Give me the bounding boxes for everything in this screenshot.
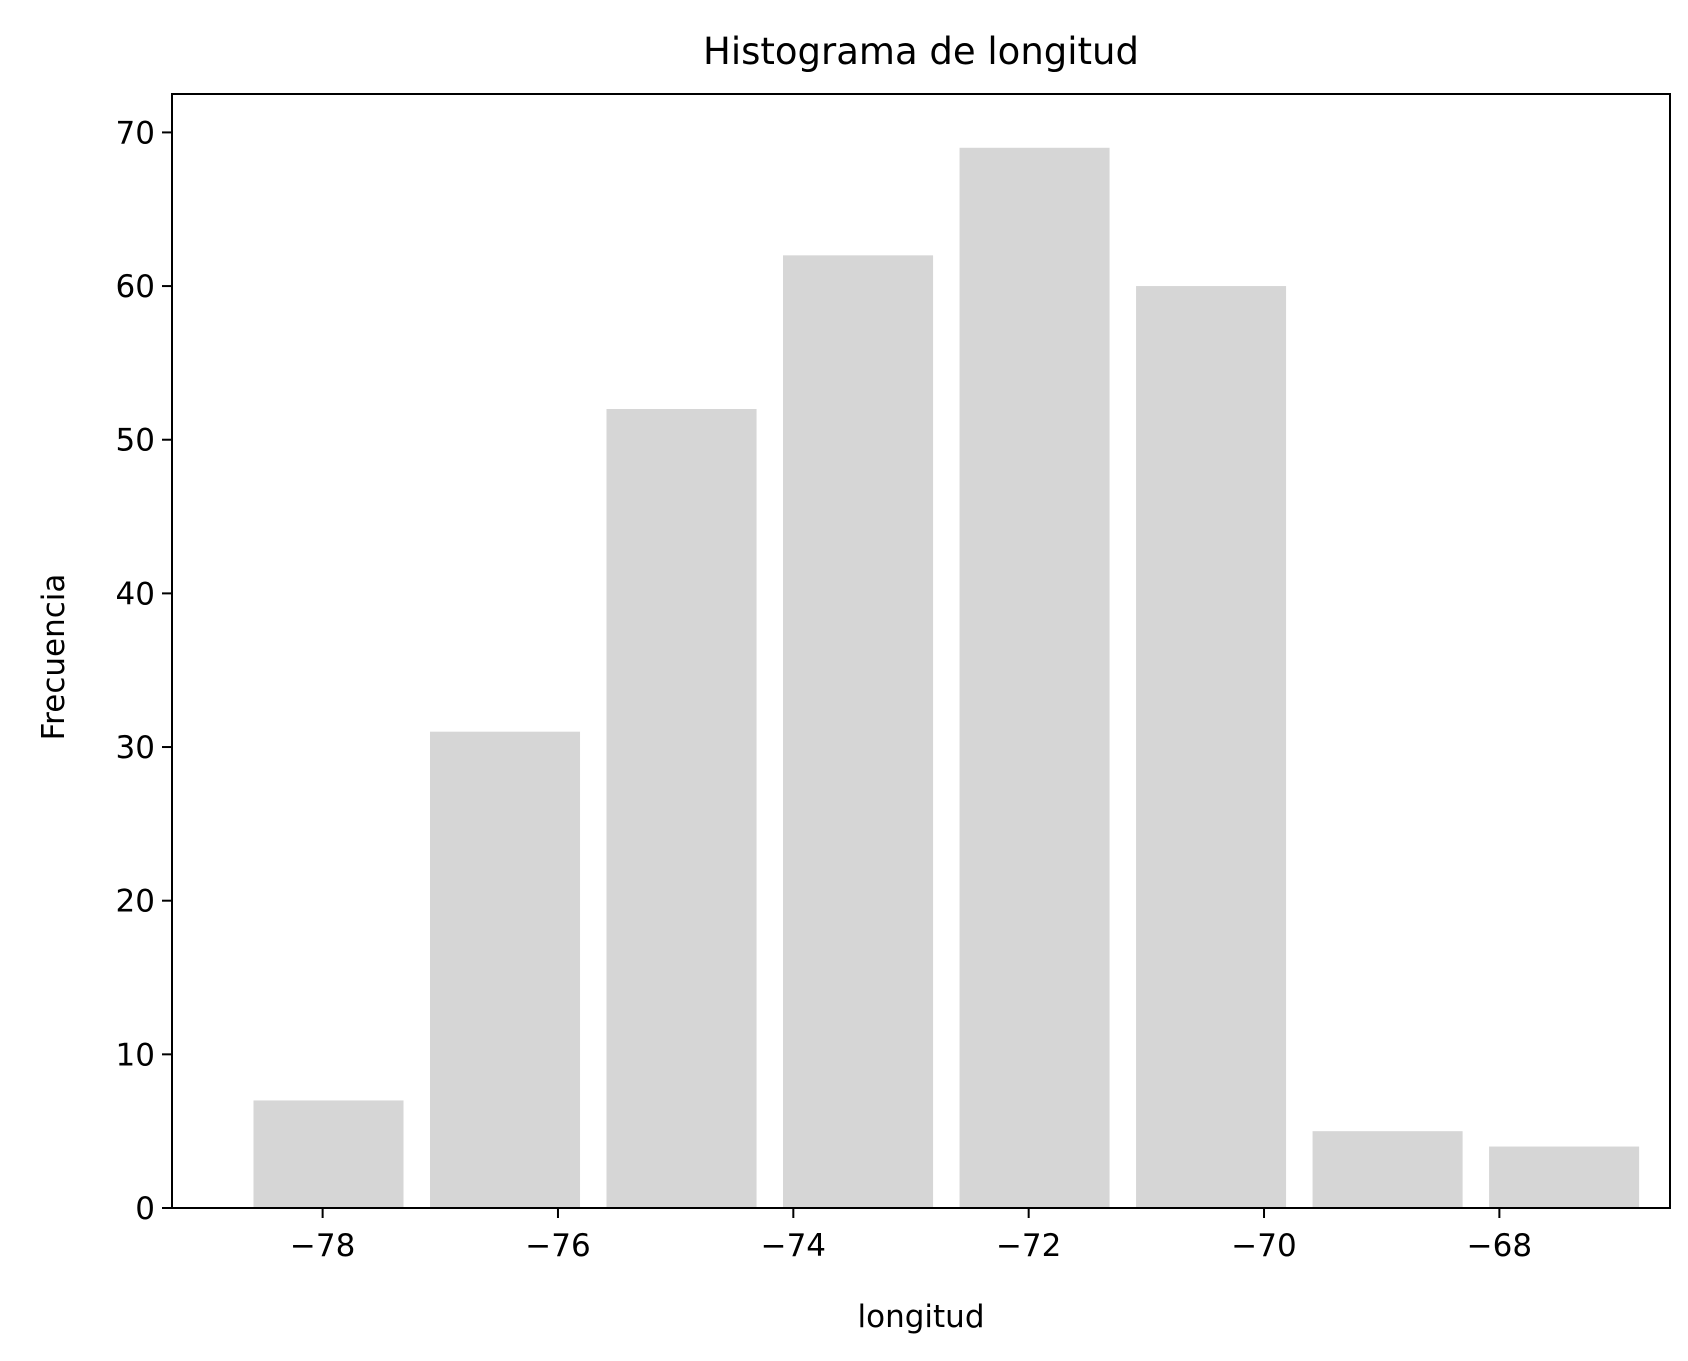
x-axis-label: longitud bbox=[858, 1299, 985, 1335]
x-tick-label: −74 bbox=[761, 1228, 826, 1264]
y-tick-label: 50 bbox=[116, 423, 155, 459]
histogram-bar bbox=[1489, 1147, 1639, 1208]
y-tick-label: 60 bbox=[116, 269, 155, 305]
y-tick-label: 40 bbox=[116, 576, 155, 612]
histogram-bar bbox=[607, 409, 757, 1208]
histogram-bar bbox=[1313, 1131, 1463, 1208]
chart-title: Histograma de longitud bbox=[703, 30, 1139, 73]
y-tick-label: 10 bbox=[116, 1037, 155, 1073]
x-tick-label: −76 bbox=[525, 1228, 590, 1264]
y-axis-label: Frecuencia bbox=[36, 574, 72, 741]
histogram-bar bbox=[960, 148, 1110, 1208]
y-tick-label: 30 bbox=[116, 730, 155, 766]
histogram-bar bbox=[1136, 286, 1286, 1208]
y-tick-label: 0 bbox=[135, 1191, 155, 1227]
x-tick-label: −78 bbox=[290, 1228, 355, 1264]
x-tick-label: −72 bbox=[996, 1228, 1061, 1264]
histogram-bar bbox=[783, 255, 933, 1208]
x-tick-label: −70 bbox=[1231, 1228, 1296, 1264]
y-tick-label: 20 bbox=[116, 884, 155, 920]
histogram-bar bbox=[430, 732, 580, 1208]
x-tick-label: −68 bbox=[1467, 1228, 1532, 1264]
histogram-bar bbox=[253, 1100, 403, 1208]
y-tick-label: 70 bbox=[116, 115, 155, 151]
bars-layer bbox=[253, 148, 1639, 1208]
